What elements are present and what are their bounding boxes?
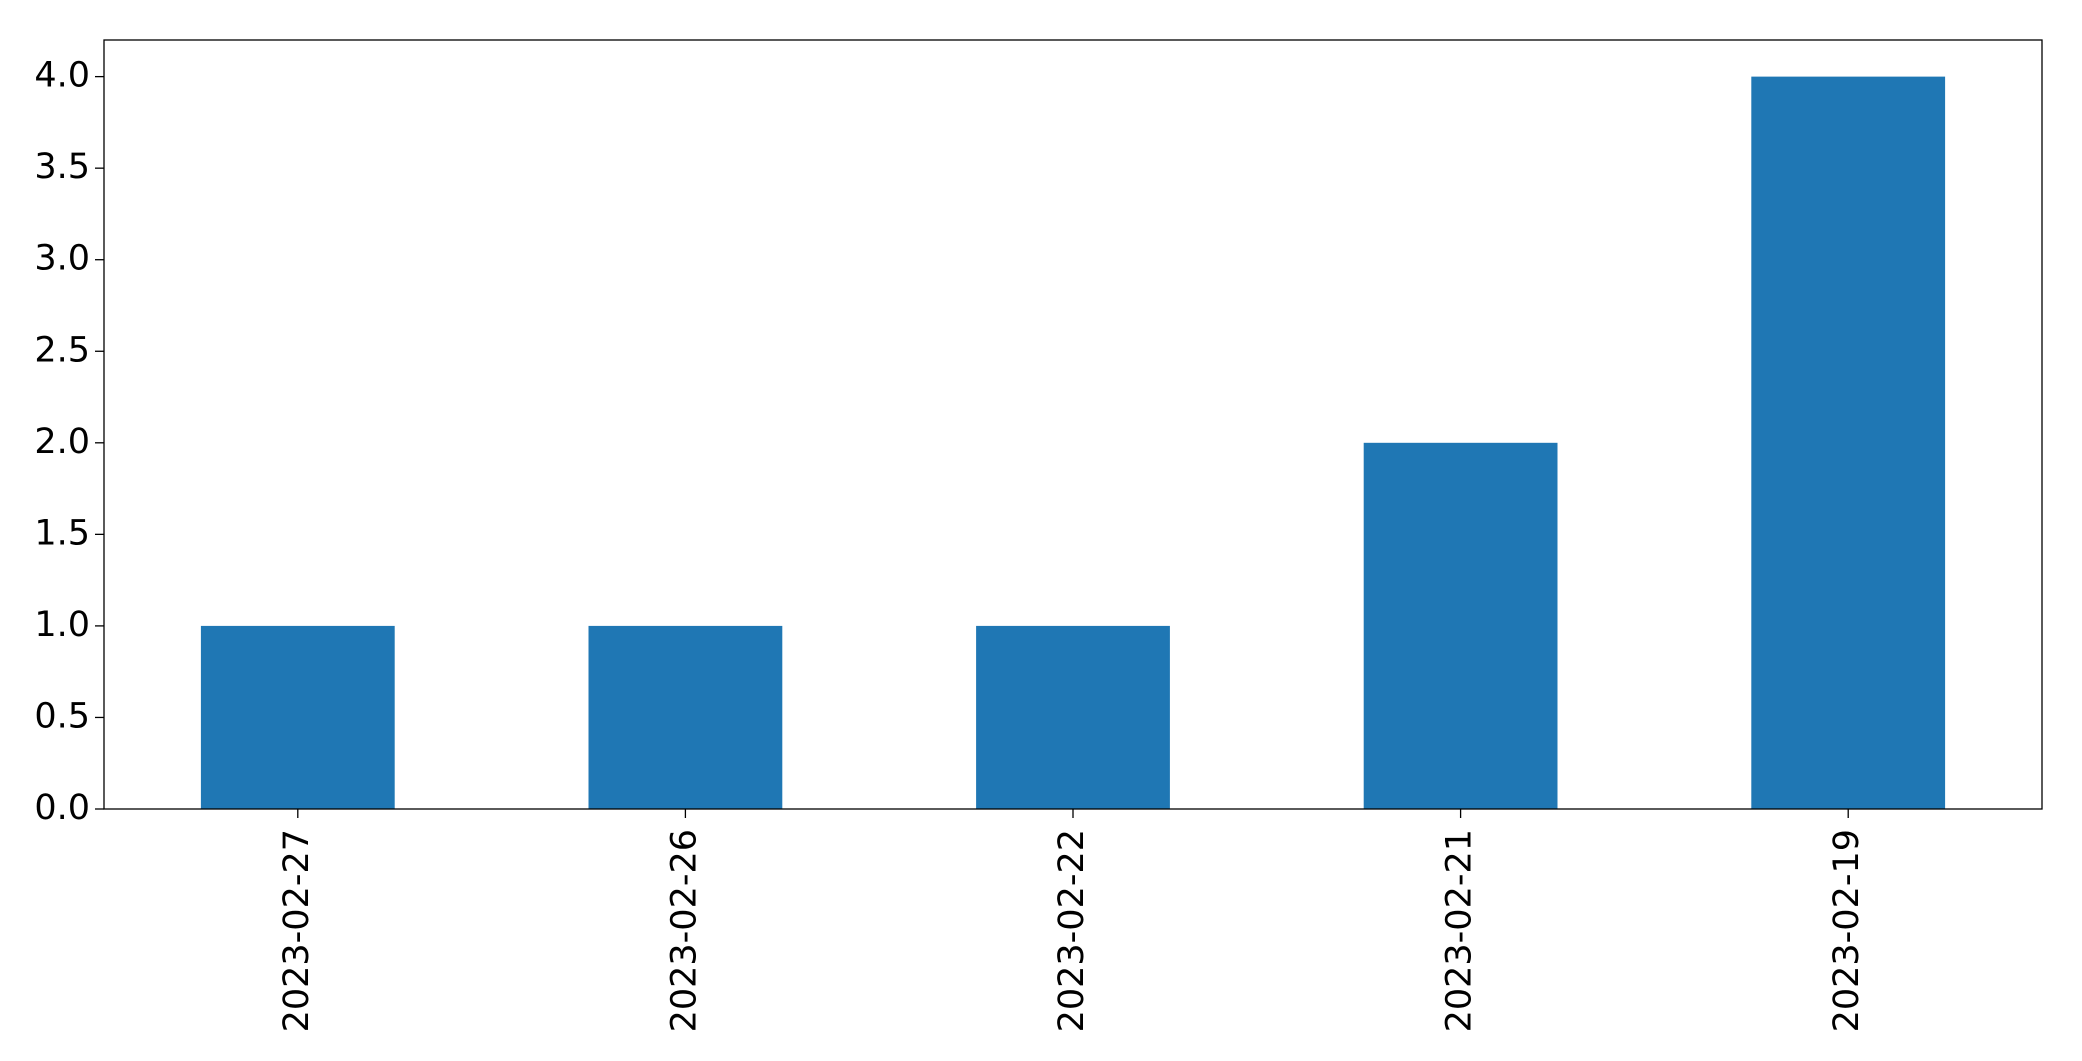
bar xyxy=(588,625,783,809)
x-tick-label: 2023-02-21 xyxy=(1440,829,1480,1032)
bar xyxy=(200,625,395,809)
bar xyxy=(1751,76,1946,810)
y-tick-label: 1.5 xyxy=(34,513,90,553)
x-tick-label: 2023-02-19 xyxy=(1827,829,1867,1032)
y-tick-label: 3.0 xyxy=(34,239,90,279)
x-tick-label: 2023-02-27 xyxy=(277,829,317,1032)
y-tick-label: 2.5 xyxy=(34,330,90,370)
y-tick-label: 0.0 xyxy=(34,788,90,828)
y-tick-label: 4.0 xyxy=(34,56,90,96)
x-tick-label: 2023-02-22 xyxy=(1052,829,1092,1032)
y-tick-label: 0.5 xyxy=(34,696,90,736)
x-tick-label: 2023-02-26 xyxy=(664,829,704,1032)
bar xyxy=(1363,442,1558,809)
y-tick-label: 3.5 xyxy=(34,147,90,187)
y-tick-label: 1.0 xyxy=(34,605,90,645)
y-tick-label: 2.0 xyxy=(34,422,90,462)
bar xyxy=(976,625,1170,809)
plot-frame xyxy=(103,39,2043,810)
